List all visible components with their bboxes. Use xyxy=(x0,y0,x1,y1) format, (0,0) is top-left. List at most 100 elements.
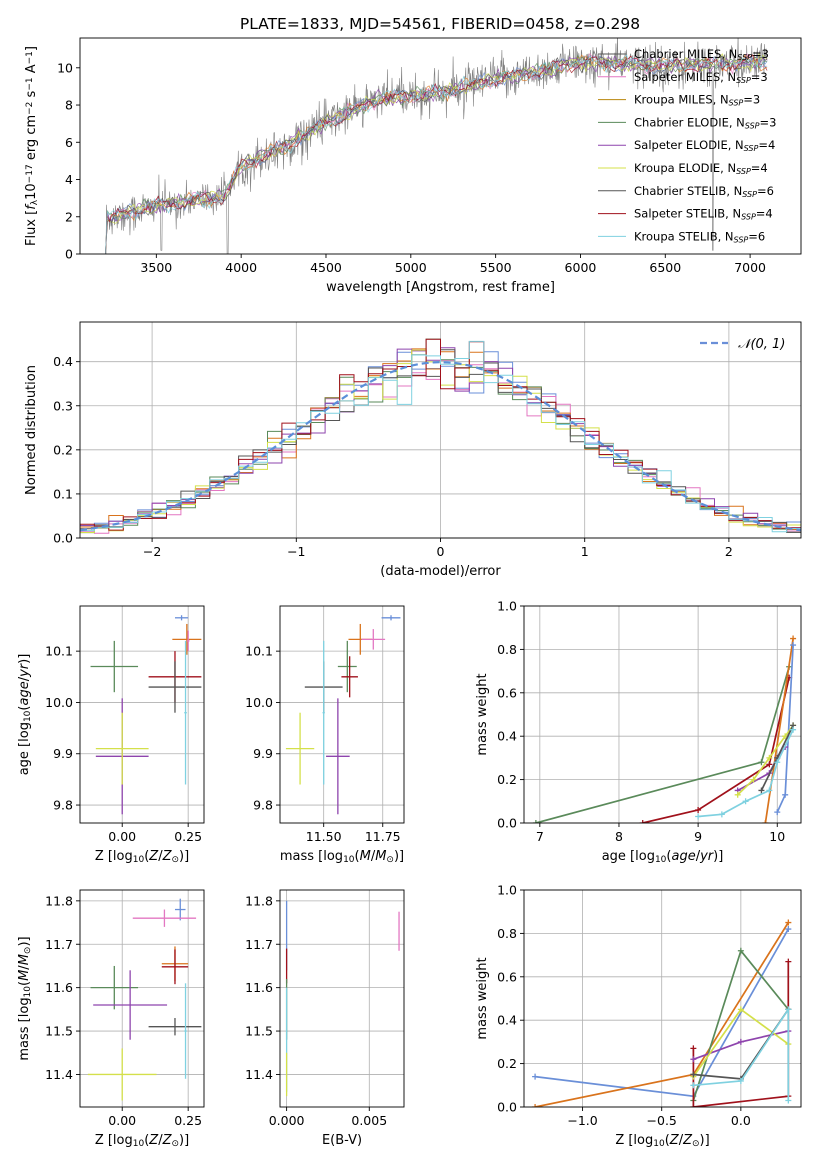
legend-entry: Chabrier MILES, NSSP=3 xyxy=(634,47,769,62)
series-marker xyxy=(785,1006,792,1013)
series-marker xyxy=(718,811,725,818)
errorbar-point xyxy=(326,698,350,815)
y-tick-label: 9.8 xyxy=(53,798,73,813)
errorbar-point xyxy=(148,1018,202,1036)
x-tick-label: 5500 xyxy=(480,260,512,275)
y-tick-label: 11.5 xyxy=(45,1024,73,1039)
errorbar-point xyxy=(132,909,197,927)
y-tick-label: 0.1 xyxy=(53,486,73,501)
series-marker xyxy=(690,1056,697,1063)
model-spectrum xyxy=(105,54,768,254)
y-tick-label: 0.4 xyxy=(497,729,517,744)
series-marker xyxy=(774,809,781,816)
y-tick-label: 8 xyxy=(65,98,73,113)
axes-frame xyxy=(79,605,205,824)
series-marker xyxy=(766,787,773,794)
series-marker xyxy=(532,1104,539,1107)
y-tick-label: 0.3 xyxy=(53,398,73,413)
axes-frame xyxy=(79,321,802,539)
legend-entry: Salpeter MILES, NSSP=3 xyxy=(634,70,768,85)
x-tick-label: 11.75 xyxy=(365,829,401,844)
x-axis-label: Z [log10(Z/Z⊙)] xyxy=(95,1133,189,1149)
series-marker xyxy=(690,1045,697,1052)
errorbar-point xyxy=(161,949,189,985)
y-axis-label: Flux [fλ10−17 erg cm−2 s−1 A−1] xyxy=(24,46,40,246)
x-tick-label: 4500 xyxy=(310,260,342,275)
x-tick-label: −1 xyxy=(287,544,305,559)
y-tick-label: 9.8 xyxy=(253,798,273,813)
plot-area-weight_vs_Z xyxy=(532,919,792,1107)
x-tick-label: 7000 xyxy=(734,260,766,275)
errorbar-point xyxy=(93,970,168,1040)
y-tick-label: 0.2 xyxy=(497,772,517,787)
plot-area-mass_vs_Z xyxy=(87,898,202,1101)
series-marker xyxy=(774,759,781,766)
series-marker xyxy=(785,958,792,965)
errorbar-point xyxy=(148,661,202,713)
x-tick-label: 8 xyxy=(615,829,623,844)
axes-frame xyxy=(523,889,802,1108)
errorbar-point xyxy=(90,965,139,1010)
y-tick-label: 11.6 xyxy=(45,980,73,995)
plot-area-mass_vs_ebv xyxy=(285,900,400,1097)
errorbar-point xyxy=(90,640,139,693)
y-tick-label: 0.8 xyxy=(497,926,517,941)
x-axis-label: E(B-V) xyxy=(322,1133,362,1148)
x-tick-label: 10 xyxy=(769,829,785,844)
y-tick-label: 11.4 xyxy=(245,1067,273,1082)
x-tick-label: 1 xyxy=(581,544,589,559)
series-marker xyxy=(758,759,765,766)
y-tick-label: 9.9 xyxy=(253,746,273,761)
figure-title: PLATE=1833, MJD=54561, FIBERID=0458, z=0… xyxy=(240,15,640,33)
y-tick-label: 0.0 xyxy=(53,531,73,546)
weight-series-line xyxy=(764,638,794,823)
x-tick-label: 0.00 xyxy=(108,1113,136,1128)
legend-entry: Salpeter STELIB, NSSP=4 xyxy=(634,207,773,222)
panel-spectrum: 3500 4000 4500 5000 5500 6000 6500 7000 0 2 4 6 8 10 w… xyxy=(24,37,802,295)
plot-area-age_vs_mass xyxy=(285,615,401,815)
series-marker xyxy=(695,813,702,820)
plot-area-residuals xyxy=(80,338,801,534)
legend-entry: Salpeter ELODIE, NSSP=4 xyxy=(634,138,775,153)
x-tick-label: 7 xyxy=(536,829,544,844)
axes-frame xyxy=(79,37,802,255)
series-marker xyxy=(734,791,741,798)
spectrum-legend: Chabrier MILES, NSSP=3 Salpeter MILES, NS… xyxy=(598,47,776,244)
series-marker xyxy=(742,798,749,805)
x-tick-label: 6000 xyxy=(565,260,597,275)
y-axis-label: mass weight xyxy=(475,673,490,755)
y-tick-label: 11.7 xyxy=(245,937,273,952)
errorbar-point xyxy=(184,640,187,785)
x-tick-label: 0 xyxy=(437,544,445,559)
errorbar-point xyxy=(95,712,149,785)
y-tick-label: 0.4 xyxy=(497,1013,517,1028)
plot-area-spectrum xyxy=(105,38,768,254)
panels: 3500 4000 4500 5000 5500 6000 6500 70000246810w… xyxy=(17,37,802,1149)
series-marker xyxy=(790,635,797,642)
legend-entry: Kroupa ELODIE, NSSP=4 xyxy=(634,161,768,176)
x-tick-label: −0.5 xyxy=(647,1113,677,1128)
residual-histogram xyxy=(80,340,801,533)
series-marker xyxy=(785,1097,792,1104)
series-marker xyxy=(690,1071,697,1078)
y-tick-label: 0.0 xyxy=(497,816,517,831)
series-marker xyxy=(532,820,539,823)
errorbar-point xyxy=(174,615,189,621)
y-tick-label: 1.0 xyxy=(497,883,517,898)
y-tick-label: 11.4 xyxy=(45,1067,73,1082)
x-axis-label: mass [log10(M/M⊙)] xyxy=(280,849,404,865)
model-spectrum xyxy=(105,54,768,254)
series-marker xyxy=(690,1082,697,1089)
errorbar-point xyxy=(322,640,325,785)
y-axis-label: mass [log10(M/M⊙)] xyxy=(17,936,33,1060)
series-marker xyxy=(785,926,792,933)
series-marker xyxy=(737,1077,744,1084)
errorbar-point xyxy=(184,983,187,1079)
x-tick-label: 3500 xyxy=(140,260,172,275)
series-marker xyxy=(690,1104,697,1107)
series-marker xyxy=(639,820,646,823)
y-tick-label: 4 xyxy=(65,172,73,187)
normal-curve xyxy=(80,360,801,532)
series-marker xyxy=(532,1073,539,1080)
weight-series-line xyxy=(642,677,790,823)
